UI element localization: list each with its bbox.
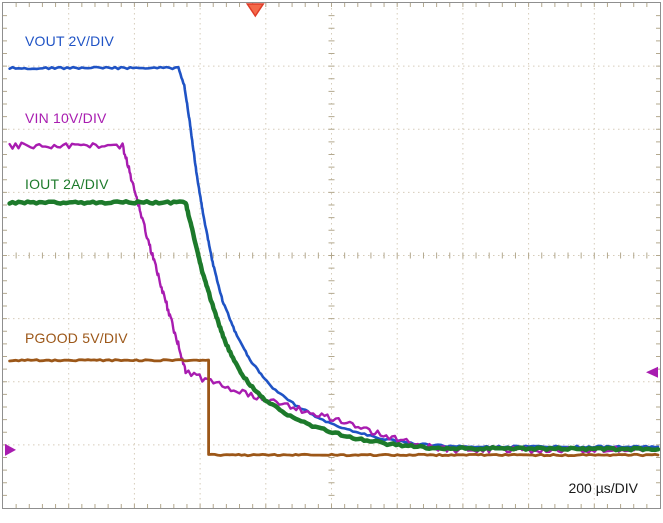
trigger-position-marker xyxy=(245,3,265,18)
trace-pgood xyxy=(8,358,660,458)
right-edge-trigger-level-arrow xyxy=(646,366,658,378)
timebase-label: 200 µs/DIV xyxy=(568,480,638,496)
scope-plot-area: VOUT 2V/DIV VIN 10V/DIV IOUT 2A/DIV PGOOD 5… xyxy=(2,2,661,509)
waveform-canvas xyxy=(3,3,660,508)
trace-iout xyxy=(7,199,660,453)
left-edge-channel-marker xyxy=(5,443,16,456)
trace-vout xyxy=(8,65,660,450)
trace-vin xyxy=(8,141,660,454)
